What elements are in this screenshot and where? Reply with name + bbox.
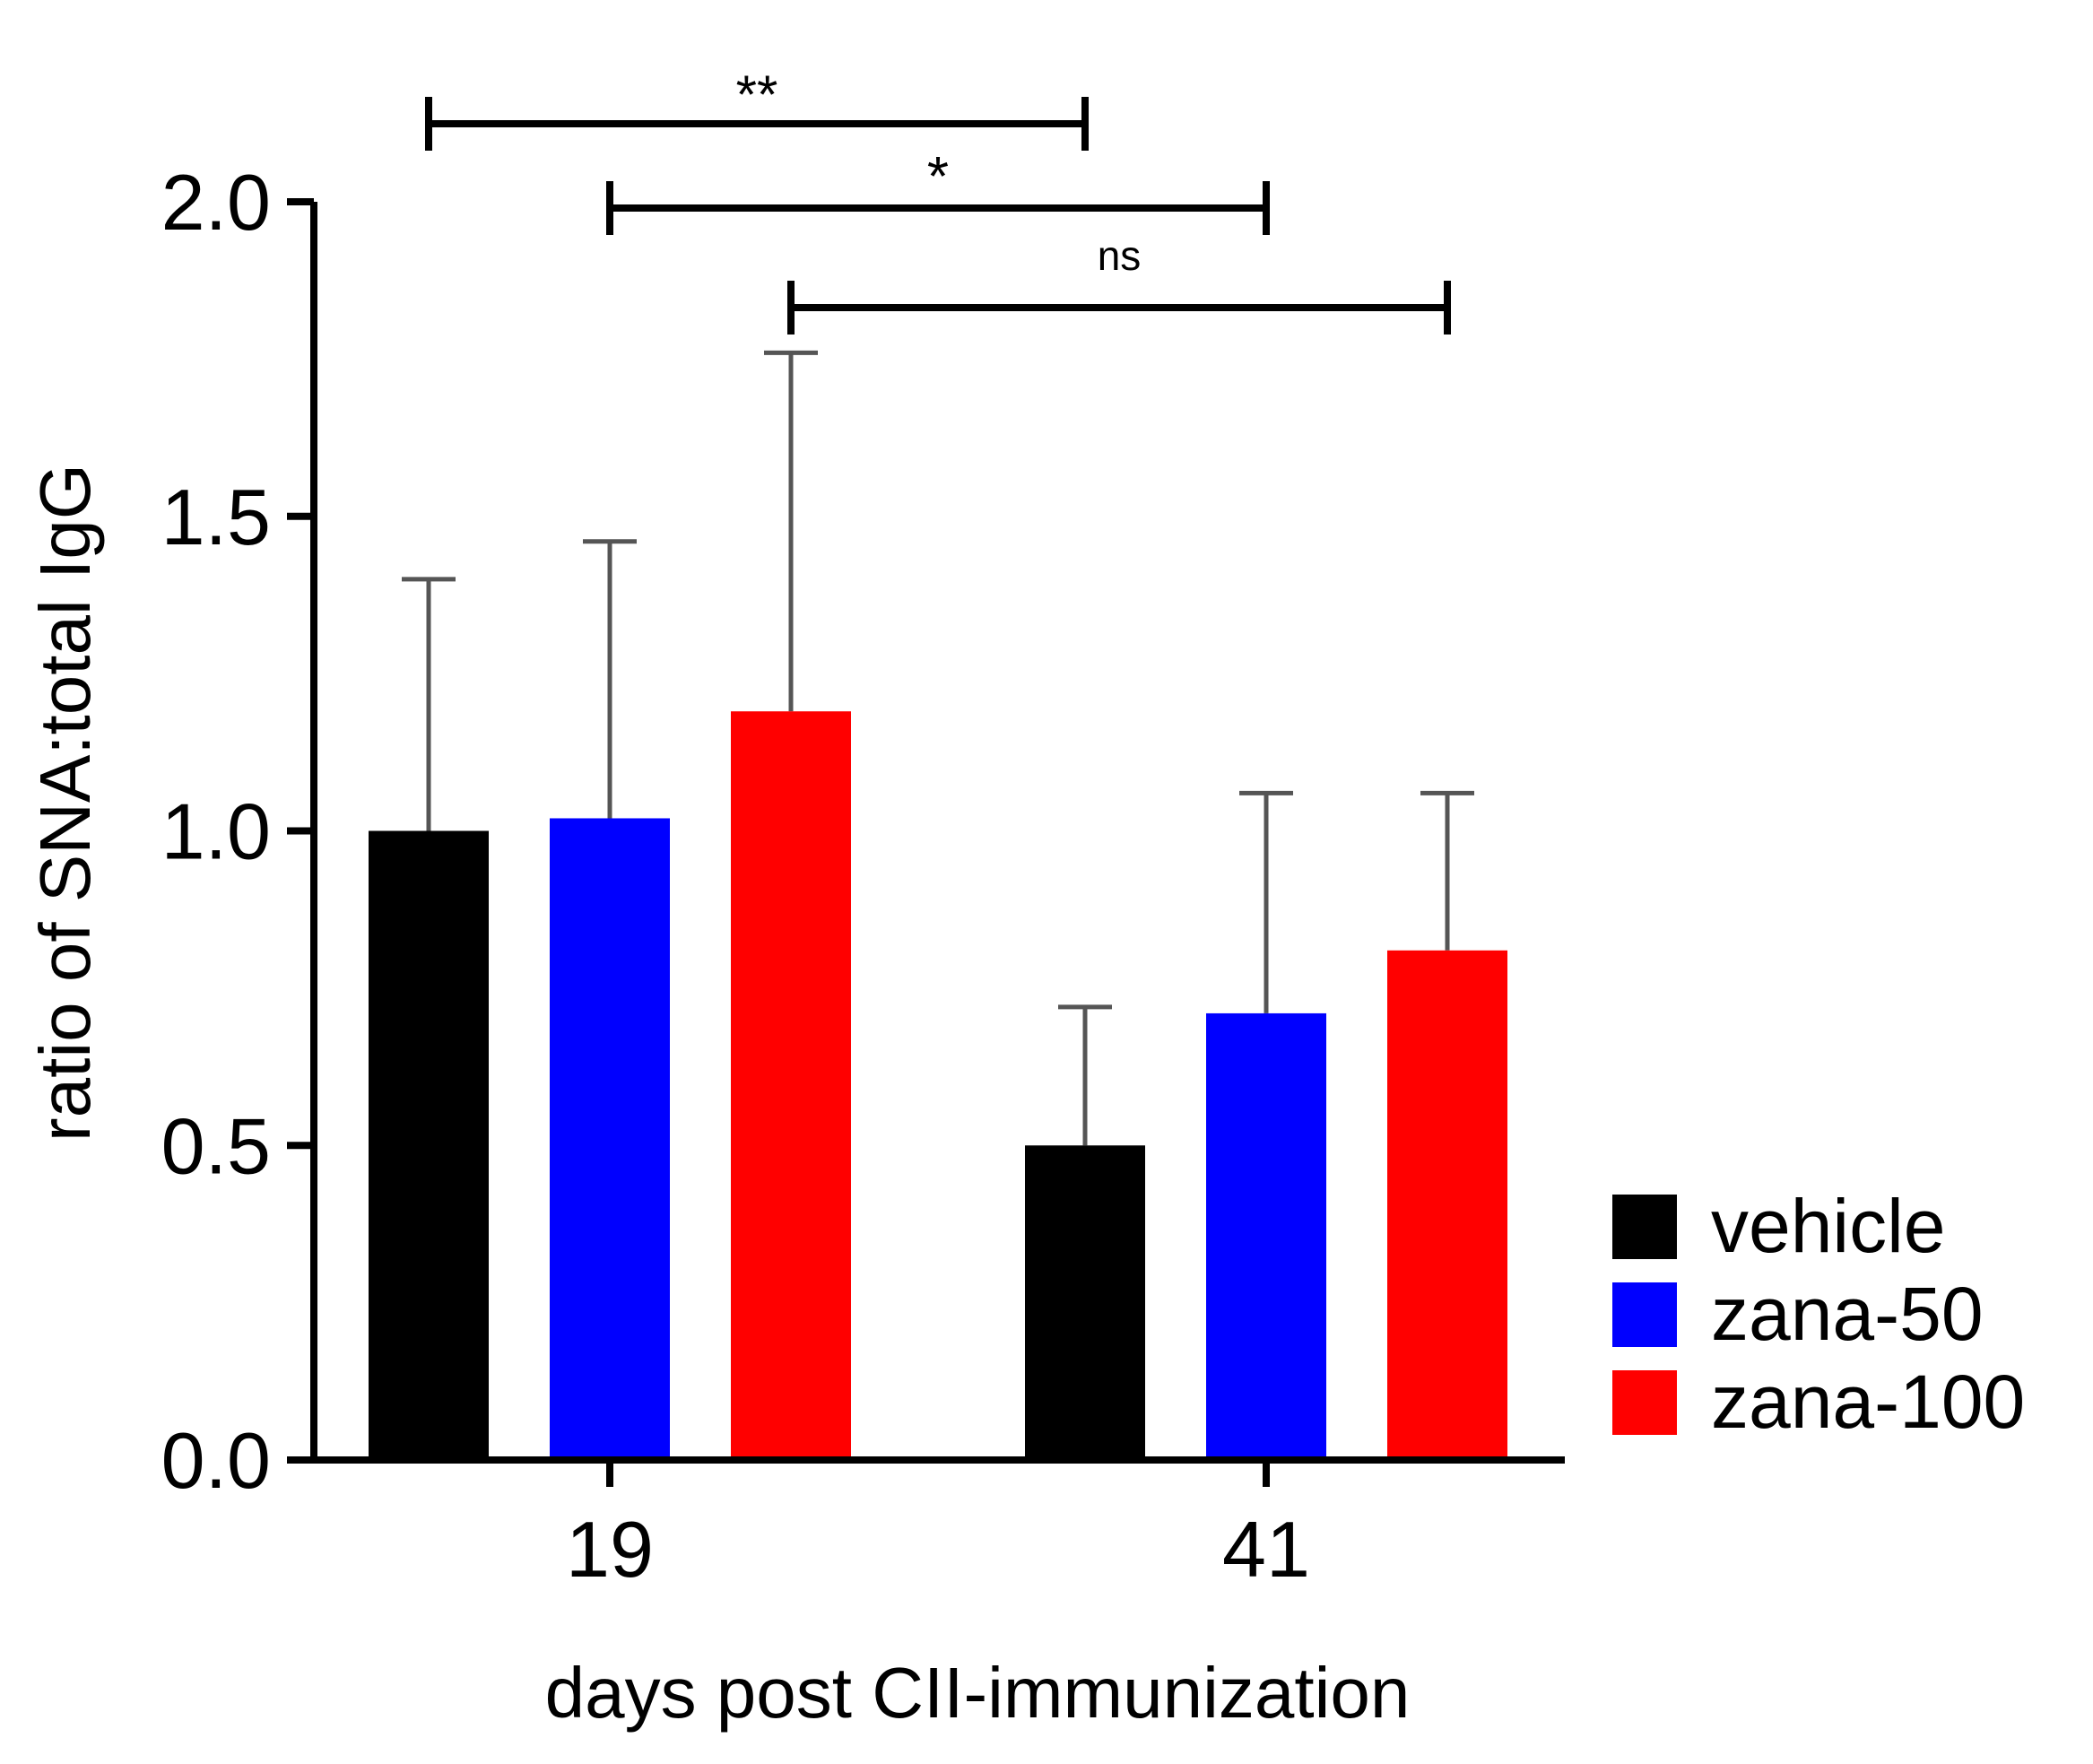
legend-label-vehicle: vehicle bbox=[1711, 1184, 1945, 1268]
axis-layer: 0.0 0.5 1.0 1.5 2.0 19 41 bbox=[161, 158, 1565, 1594]
significance-label: ns bbox=[1098, 232, 1142, 279]
x-tick-label: 41 bbox=[1222, 1505, 1310, 1594]
y-tick-label: 1.5 bbox=[161, 473, 271, 561]
significance-label: ** bbox=[736, 65, 778, 125]
bar-zana-100-41 bbox=[1387, 950, 1507, 1460]
significance-layer: ***ns bbox=[425, 65, 1451, 335]
bar-vehicle-41 bbox=[1025, 1145, 1145, 1460]
bar-zana-50-41 bbox=[1206, 1012, 1326, 1460]
y-tick-label: 0.0 bbox=[161, 1416, 271, 1505]
legend-label-zana-50: zana-50 bbox=[1711, 1272, 1984, 1356]
bar-zana-50-19 bbox=[550, 818, 670, 1460]
y-tick-label: 0.5 bbox=[161, 1101, 271, 1190]
x-axis-title: days post CII-immunization bbox=[545, 1653, 1411, 1733]
legend-swatch-vehicle bbox=[1612, 1195, 1677, 1259]
bar-layer bbox=[369, 711, 1507, 1460]
error-bar-layer bbox=[402, 350, 1474, 1146]
legend-label-zana-100: zana-100 bbox=[1711, 1360, 2025, 1444]
bar-vehicle-19 bbox=[369, 830, 489, 1460]
x-tick-label: 19 bbox=[566, 1505, 654, 1594]
legend-swatch-zana-50 bbox=[1612, 1282, 1677, 1347]
y-tick-label: 1.0 bbox=[161, 787, 271, 876]
significance-label: * bbox=[927, 146, 949, 208]
legend-swatch-zana-100 bbox=[1612, 1370, 1677, 1435]
y-axis-title: ratio of SNA:total IgG bbox=[25, 464, 105, 1142]
bar-zana-100-19 bbox=[731, 711, 851, 1460]
y-tick-label: 2.0 bbox=[161, 158, 271, 247]
